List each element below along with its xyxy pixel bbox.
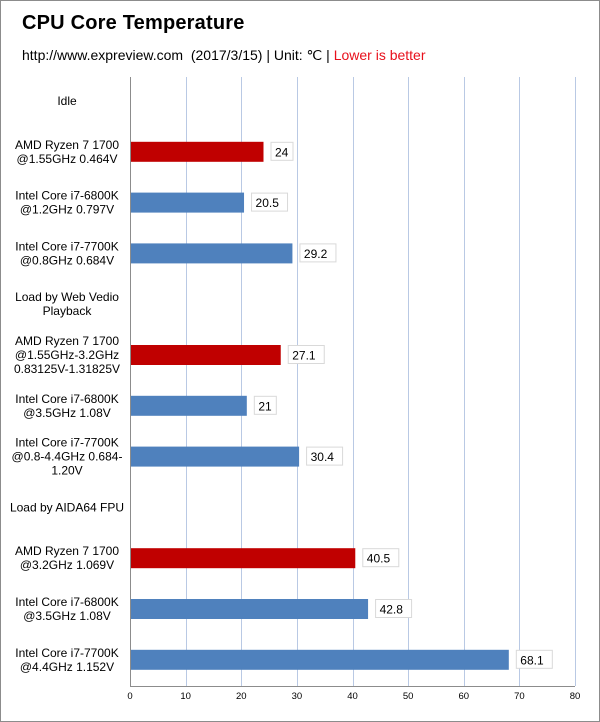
x-tick-label: 50 bbox=[403, 691, 414, 702]
category-label: 0.83125V-1.31825V bbox=[14, 362, 120, 376]
value-label: 40.5 bbox=[367, 552, 391, 566]
category-label: Intel Core i7-7700K bbox=[15, 646, 118, 660]
chart-subtitle: http://www.expreview.com (2017/3/15) | U… bbox=[22, 47, 426, 64]
value-label: 21 bbox=[258, 399, 272, 413]
group-label: Playback bbox=[43, 304, 93, 318]
value-label-box bbox=[306, 446, 344, 466]
group-label: Idle bbox=[57, 94, 77, 108]
value-label: 27.1 bbox=[292, 349, 316, 363]
x-tick-label: 60 bbox=[458, 691, 469, 702]
category-label: @0.8-4.4GHz 0.684- bbox=[12, 450, 123, 464]
x-tick-label: 40 bbox=[347, 691, 358, 702]
category-label: @3.2GHz 1.069V bbox=[20, 558, 114, 572]
bar-intel bbox=[131, 599, 369, 619]
value-label-box bbox=[375, 599, 413, 618]
bar-amd bbox=[131, 345, 281, 365]
value-label-box bbox=[270, 141, 294, 161]
value-label-box bbox=[362, 548, 400, 568]
category-label: AMD Ryzen 7 1700 bbox=[15, 334, 119, 348]
value-label-box bbox=[515, 649, 553, 669]
category-label: @3.5GHz 1.08V bbox=[23, 609, 111, 623]
bar-amd bbox=[131, 548, 356, 569]
bar-intel bbox=[131, 649, 509, 670]
category-label: @1.55GHz-3.2GHz bbox=[15, 348, 119, 362]
x-tick-label: 0 bbox=[127, 691, 132, 702]
group-label: Load by Web Vedio bbox=[15, 290, 119, 304]
chart-title: CPU Core Temperature bbox=[22, 12, 245, 34]
value-label-box bbox=[299, 243, 337, 263]
category-label: 1.20V bbox=[51, 464, 82, 478]
value-label: 68.1 bbox=[520, 653, 544, 667]
category-label: @0.8GHz 0.684V bbox=[20, 253, 114, 267]
category-label: AMD Ryzen 7 1700 bbox=[15, 138, 119, 152]
bar-intel bbox=[131, 192, 245, 213]
x-tick-label: 80 bbox=[570, 691, 581, 702]
bar-intel bbox=[131, 446, 300, 467]
subtitle-source: http://www.expreview.com (2017/3/15) | U… bbox=[22, 47, 334, 63]
category-label: @4.4GHz 1.152V bbox=[20, 660, 114, 674]
group-label: Load by AIDA64 FPU bbox=[10, 500, 124, 514]
x-tick-label: 20 bbox=[236, 691, 247, 702]
category-label: AMD Ryzen 7 1700 bbox=[15, 544, 119, 558]
category-label: Intel Core i7-6800K bbox=[15, 392, 118, 406]
x-tick-label: 70 bbox=[514, 691, 525, 702]
category-label: Intel Core i7-6800K bbox=[15, 189, 118, 203]
value-label: 20.5 bbox=[256, 196, 280, 210]
bar-intel bbox=[131, 243, 293, 264]
category-label: @1.55GHz 0.464V bbox=[17, 152, 118, 166]
value-label: 30.4 bbox=[311, 450, 335, 464]
x-tick-label: 10 bbox=[180, 691, 191, 702]
category-label: @1.2GHz 0.797V bbox=[20, 203, 114, 217]
value-label: 29.2 bbox=[304, 247, 328, 261]
category-label: Intel Core i7-6800K bbox=[15, 595, 118, 609]
value-label: 24 bbox=[275, 145, 289, 159]
value-label-box bbox=[287, 345, 325, 364]
category-label: Intel Core i7-7700K bbox=[15, 239, 118, 253]
subtitle-note: Lower is better bbox=[333, 47, 426, 63]
value-label: 42.8 bbox=[380, 603, 404, 617]
value-label-box bbox=[251, 192, 289, 212]
bar-intel bbox=[131, 395, 247, 416]
x-tick-label: 30 bbox=[292, 691, 303, 702]
value-label-box bbox=[253, 395, 277, 415]
category-label: @3.5GHz 1.08V bbox=[23, 406, 111, 420]
category-label: Intel Core i7-7700K bbox=[15, 436, 118, 450]
bar-amd bbox=[131, 141, 264, 162]
